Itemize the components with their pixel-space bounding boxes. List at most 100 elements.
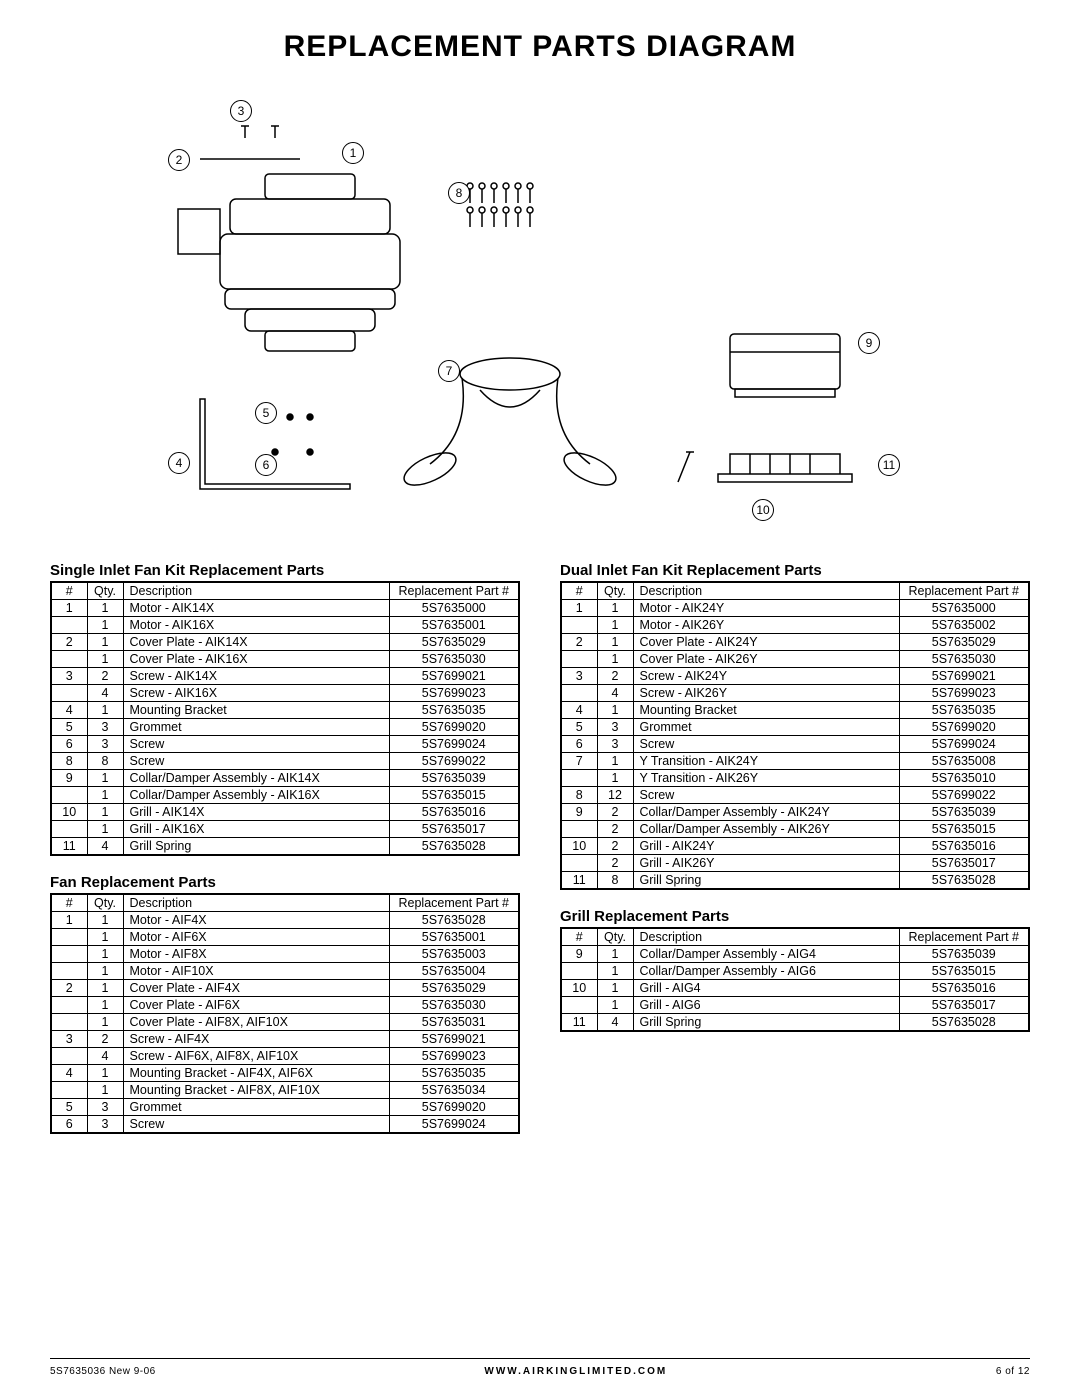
table-cell: 1: [87, 821, 123, 838]
table-cell: 5S7635035: [389, 702, 519, 719]
table-cell: Grommet: [123, 719, 389, 736]
callout-3: 3: [230, 100, 252, 122]
table-cell: 1: [87, 1014, 123, 1031]
table-cell: Motor - AIF6X: [123, 929, 389, 946]
callout-7: 7: [438, 360, 460, 382]
table-cell: 2: [597, 668, 633, 685]
table-cell: 5S7635002: [899, 617, 1029, 634]
table-cell: Grill - AIK24Y: [633, 838, 899, 855]
single-inlet-table: #Qty.DescriptionReplacement Part #11Moto…: [50, 581, 520, 856]
table-cell: 11: [561, 872, 597, 890]
table-row: 1Cover Plate - AIK26Y5S7635030: [561, 651, 1029, 668]
diagram: 1 2 3 4 5 6 7 8 9 10 11: [50, 94, 1030, 534]
table-cell: 1: [87, 770, 123, 787]
table-cell: Motor - AIF4X: [123, 912, 389, 929]
table-cell: 3: [87, 719, 123, 736]
table-cell: 11: [561, 1014, 597, 1032]
table-row: 1Y Transition - AIK26Y5S7635010: [561, 770, 1029, 787]
table-cell: 5S7699020: [389, 1099, 519, 1116]
callout-1: 1: [342, 142, 364, 164]
table-cell: 5S7635015: [389, 787, 519, 804]
table-cell: 1: [87, 963, 123, 980]
table-cell: Screw: [633, 787, 899, 804]
table-cell: 3: [561, 668, 597, 685]
table-cell: Mounting Bracket: [633, 702, 899, 719]
table-cell: 5S7635017: [899, 855, 1029, 872]
table-cell: 8: [561, 787, 597, 804]
table-row: 53Grommet5S7699020: [51, 1099, 519, 1116]
fan-table: #Qty.DescriptionReplacement Part #11Moto…: [50, 893, 520, 1134]
table-cell: [51, 617, 87, 634]
table-row: 101Grill - AIG45S7635016: [561, 980, 1029, 997]
table-row: 114Grill Spring5S7635028: [561, 1014, 1029, 1032]
table-cell: Screw - AIF6X, AIF8X, AIF10X: [123, 1048, 389, 1065]
table-cell: 5: [51, 719, 87, 736]
table-cell: 5S7699023: [389, 1048, 519, 1065]
table-row: 32Screw - AIK24Y5S7699021: [561, 668, 1029, 685]
table-cell: Cover Plate - AIF6X: [123, 997, 389, 1014]
table-cell: [561, 963, 597, 980]
table-row: 1Cover Plate - AIK16X5S7635030: [51, 651, 519, 668]
dual-inlet-table: #Qty.DescriptionReplacement Part #11Moto…: [560, 581, 1030, 890]
table-cell: 5S7699022: [899, 787, 1029, 804]
table-header: #: [51, 582, 87, 600]
table-cell: [51, 685, 87, 702]
table-cell: 1: [597, 753, 633, 770]
table-cell: 8: [51, 753, 87, 770]
footer-right: 6 of 12: [996, 1366, 1030, 1377]
table-header: Qty.: [597, 582, 633, 600]
table-cell: 1: [561, 600, 597, 617]
callout-9: 9: [858, 332, 880, 354]
table-cell: 5S7635039: [899, 804, 1029, 821]
table-cell: [51, 1014, 87, 1031]
table-cell: 1: [87, 946, 123, 963]
table-cell: 5S7635016: [899, 980, 1029, 997]
table-row: 88Screw5S7699022: [51, 753, 519, 770]
table-cell: 5S7635031: [389, 1014, 519, 1031]
footer-left: 5S7635036 New 9-06: [50, 1366, 156, 1377]
table-cell: 10: [561, 838, 597, 855]
callout-6: 6: [255, 454, 277, 476]
table-cell: 2: [87, 1031, 123, 1048]
table-cell: 5S7635001: [389, 929, 519, 946]
table-cell: 5S7635028: [899, 1014, 1029, 1032]
table-cell: 4: [51, 702, 87, 719]
table-cell: 5S7699021: [389, 668, 519, 685]
table-cell: 5S7635028: [389, 912, 519, 929]
table-row: 1Collar/Damper Assembly - AIG65S7635015: [561, 963, 1029, 980]
table-cell: Cover Plate - AIF4X: [123, 980, 389, 997]
table-row: 71Y Transition - AIK24Y5S7635008: [561, 753, 1029, 770]
table-cell: [51, 1082, 87, 1099]
table-row: 1Mounting Bracket - AIF8X, AIF10X5S76350…: [51, 1082, 519, 1099]
table-cell: 5S7635028: [899, 872, 1029, 890]
table-cell: 1: [87, 600, 123, 617]
table-cell: Collar/Damper Assembly - AIK14X: [123, 770, 389, 787]
table-cell: Grill - AIK26Y: [633, 855, 899, 872]
table-cell: Collar/Damper Assembly - AIG4: [633, 946, 899, 963]
table-cell: 2: [87, 668, 123, 685]
table-cell: 1: [597, 946, 633, 963]
grill-title: Grill Replacement Parts: [560, 908, 1030, 925]
table-cell: [51, 787, 87, 804]
table-cell: Screw - AIK26Y: [633, 685, 899, 702]
table-cell: 2: [597, 804, 633, 821]
table-cell: 3: [87, 1099, 123, 1116]
table-header: Replacement Part #: [389, 582, 519, 600]
callout-11: 11: [878, 454, 900, 476]
table-cell: Screw: [123, 736, 389, 753]
table-cell: Grill - AIG6: [633, 997, 899, 1014]
table-cell: 5S7635035: [389, 1065, 519, 1082]
table-cell: Mounting Bracket - AIF4X, AIF6X: [123, 1065, 389, 1082]
table-row: 41Mounting Bracket5S7635035: [51, 702, 519, 719]
table-row: 41Mounting Bracket5S7635035: [561, 702, 1029, 719]
table-row: 1Grill - AIK16X5S7635017: [51, 821, 519, 838]
table-cell: 5S7635016: [389, 804, 519, 821]
table-cell: 5S7699021: [389, 1031, 519, 1048]
table-cell: 4: [87, 685, 123, 702]
table-cell: 2: [561, 634, 597, 651]
table-header: #: [561, 928, 597, 946]
table-cell: 3: [51, 668, 87, 685]
table-cell: Y Transition - AIK26Y: [633, 770, 899, 787]
table-cell: 3: [87, 1116, 123, 1134]
page-title: REPLACEMENT PARTS DIAGRAM: [50, 30, 1030, 64]
